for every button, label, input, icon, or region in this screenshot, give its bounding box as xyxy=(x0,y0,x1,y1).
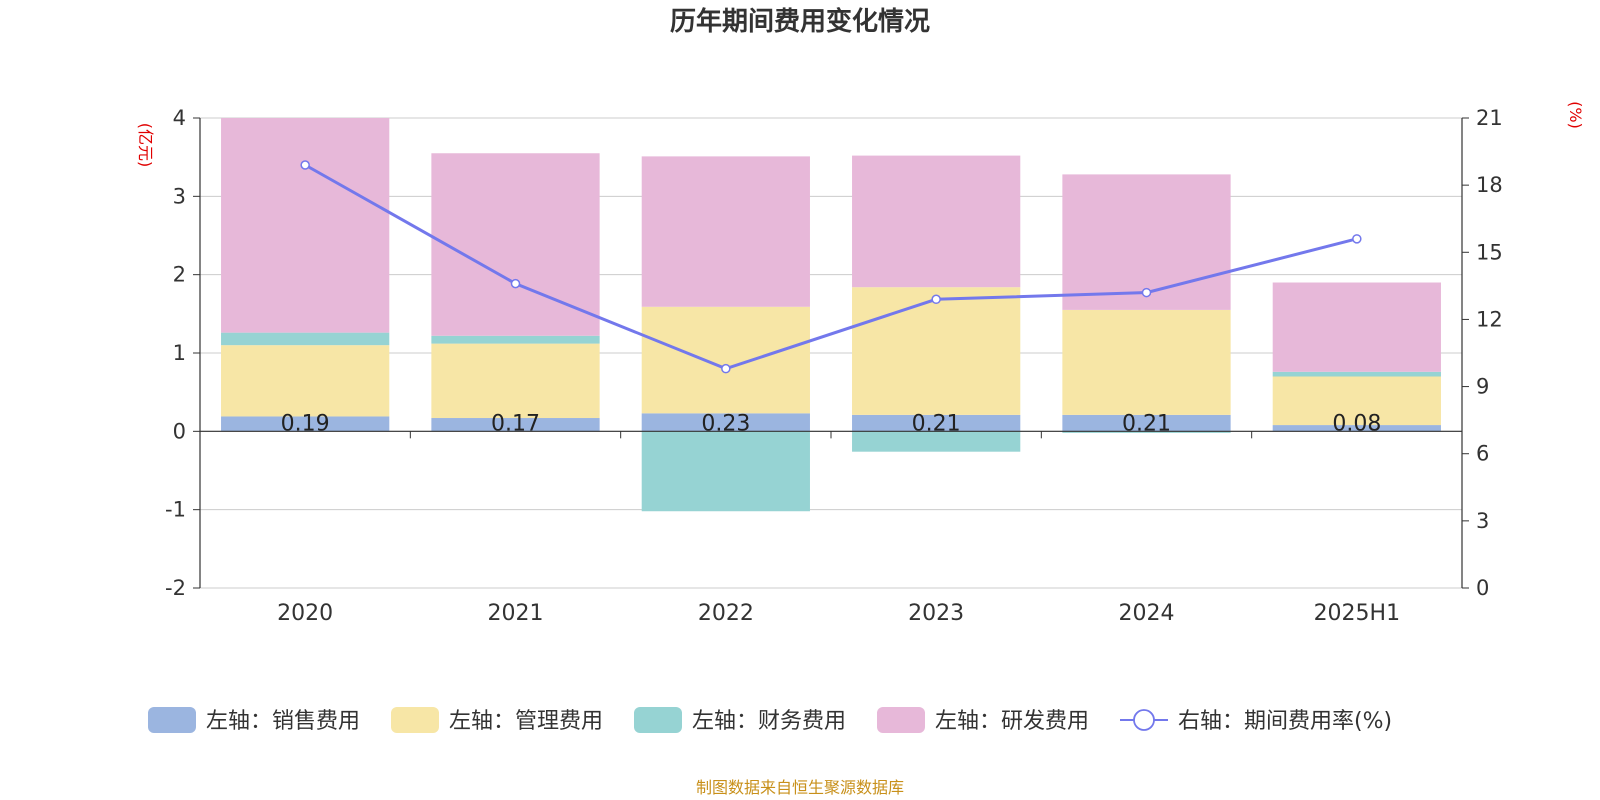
bar-segment xyxy=(852,287,1021,415)
bar-segment xyxy=(221,416,390,432)
left-tick-label: 2 xyxy=(173,263,186,287)
bar-segment xyxy=(852,414,1021,432)
data-label: 0.19 xyxy=(281,411,330,436)
legend-label: 左轴：销售费用 xyxy=(206,709,360,734)
right-tick-label: 15 xyxy=(1476,240,1503,264)
rate-point xyxy=(1352,234,1362,244)
right-tick-label: 3 xyxy=(1476,509,1489,533)
legend-label: 左轴：财务费用 xyxy=(692,709,846,734)
legend-swatch xyxy=(391,707,439,733)
chart-title: 历年期间费用变化情况 xyxy=(670,6,930,37)
data-label: 0.21 xyxy=(912,411,961,436)
bar-segment xyxy=(1272,376,1441,426)
rate-line-group xyxy=(300,160,1362,374)
bar-segment xyxy=(1272,371,1441,377)
source-note: 制图数据来自恒生聚源数据库 xyxy=(696,778,904,797)
legend-swatch xyxy=(148,707,196,733)
bar-segment xyxy=(1062,414,1231,432)
bar-segment xyxy=(641,431,810,512)
right-axis-unit: (%) xyxy=(1566,101,1585,129)
bar-segment xyxy=(1272,425,1441,432)
bar-segment xyxy=(221,332,390,346)
bar-segment xyxy=(221,118,390,333)
x-tick-label: 2024 xyxy=(1119,601,1175,626)
bar-segment xyxy=(431,343,600,419)
rate-line xyxy=(304,163,1358,371)
data-label: 0.08 xyxy=(1332,411,1381,436)
legend-swatch xyxy=(877,707,925,733)
rate-point xyxy=(1141,287,1152,298)
right-tick-label: 12 xyxy=(1476,307,1503,331)
left-tick-label: 1 xyxy=(173,341,186,365)
x-tick-label: 2021 xyxy=(488,601,544,626)
bar-segment xyxy=(1062,309,1231,415)
bar-segment xyxy=(1062,174,1231,310)
bar-segment xyxy=(431,418,600,432)
data-label: 0.17 xyxy=(491,411,540,436)
x-tick-label: 2023 xyxy=(908,601,964,626)
rate-point xyxy=(721,363,731,374)
bar-segment xyxy=(641,413,810,432)
bar-segment xyxy=(1062,431,1231,433)
bar-segment xyxy=(431,335,600,344)
left-tick-label: -2 xyxy=(165,576,186,600)
rate-point xyxy=(931,294,941,305)
left-tick-label: -1 xyxy=(165,498,186,522)
bar-segment xyxy=(852,155,1021,288)
bar-segment xyxy=(1272,282,1441,372)
rate-point xyxy=(300,160,310,170)
data-label: 0.23 xyxy=(701,411,750,436)
right-tick-label: 21 xyxy=(1476,106,1503,130)
bar-segment xyxy=(641,306,810,414)
left-tick-label: 0 xyxy=(173,419,186,443)
x-tick-label: 2025H1 xyxy=(1314,601,1401,626)
bar-segment xyxy=(641,156,810,307)
right-tick-label: 6 xyxy=(1476,442,1489,466)
legend-label: 左轴：管理费用 xyxy=(449,709,603,734)
legend-swatch xyxy=(634,707,682,733)
bars-group xyxy=(221,118,1441,512)
legend: 左轴：销售费用 左轴：管理费用 左轴：财务费用 左轴：研发费用 右轴：期间费用率(%) xyxy=(148,707,1392,734)
right-tick-label: 18 xyxy=(1476,173,1503,197)
left-tick-label: 3 xyxy=(173,184,186,208)
legend-line-marker xyxy=(1133,709,1155,731)
rate-point xyxy=(510,278,521,289)
left-tick-label: 4 xyxy=(173,106,186,130)
data-labels-group: 0.19 0.17 0.23 0.21 0.21 0.08 xyxy=(281,411,1382,436)
right-tick-label: 0 xyxy=(1476,576,1489,600)
right-tick-label: 9 xyxy=(1476,375,1489,399)
bar-segment xyxy=(852,431,1021,452)
legend-label: 右轴：期间费用率(%) xyxy=(1178,709,1392,734)
x-tick-label: 2022 xyxy=(698,601,754,626)
left-axis-unit: (亿元) xyxy=(136,123,155,168)
data-label: 0.21 xyxy=(1122,411,1171,436)
bar-segment xyxy=(221,345,390,417)
x-tick-label: 2020 xyxy=(277,601,333,626)
legend-label: 左轴：研发费用 xyxy=(935,709,1089,734)
